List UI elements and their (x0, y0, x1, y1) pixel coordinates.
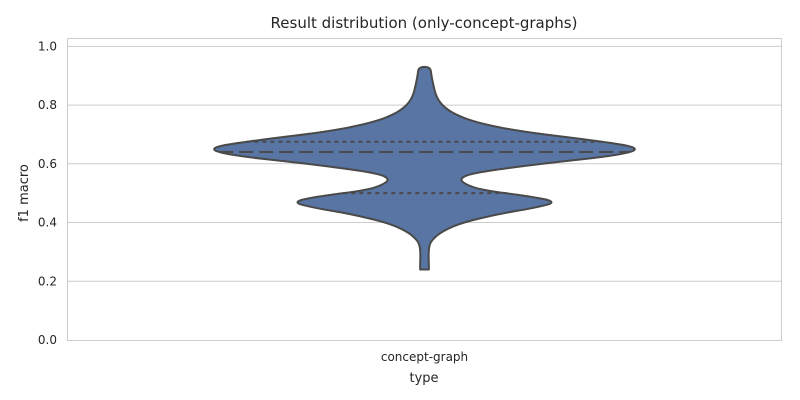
y-tick-label: 0.0 (38, 333, 57, 347)
x-tick-label: concept-graph (381, 350, 468, 364)
plot-frame (67, 38, 782, 341)
y-tick-label: 0.2 (38, 274, 57, 288)
violin-body (213, 65, 636, 271)
y-tick-label: 0.6 (38, 157, 57, 171)
y-tick-label: 0.4 (38, 216, 57, 230)
tick-labels: 0.0 0.2 0.4 0.6 0.8 1.0 concept-graph (38, 39, 468, 364)
violins (213, 65, 636, 271)
y-tick-label: 0.8 (38, 98, 57, 112)
chart-title: Result distribution (only-concept-graphs… (271, 14, 578, 32)
y-axis-label: f1 macro (17, 164, 32, 222)
y-tick-label: 1.0 (38, 39, 57, 53)
x-axis-label: type (409, 371, 438, 386)
